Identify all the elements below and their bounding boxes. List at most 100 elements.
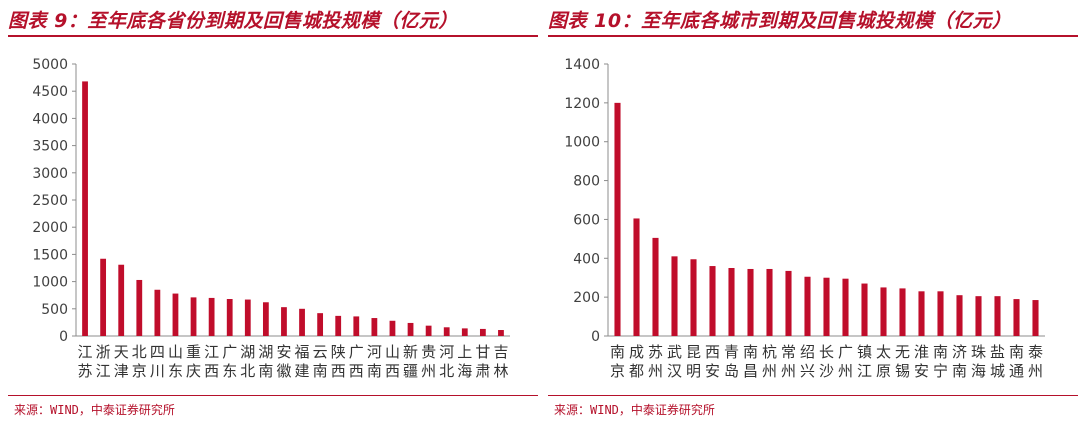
- y-tick-label: 1400: [564, 57, 600, 73]
- bar: [614, 102, 621, 336]
- y-tick-label: 4500: [32, 84, 68, 100]
- x-tick-label: 南: [258, 362, 273, 380]
- x-tick-label: 南: [367, 362, 382, 380]
- x-tick-label: 广: [222, 343, 237, 361]
- x-tick-label: 重: [186, 343, 201, 361]
- x-tick-label: 明: [686, 362, 701, 380]
- bar: [766, 268, 773, 336]
- x-tick-label: 太: [876, 343, 891, 361]
- x-tick-label: 北: [132, 343, 147, 361]
- footer-divider: [548, 395, 1078, 396]
- x-tick-label: 州: [838, 362, 853, 380]
- x-tick-label: 广: [838, 343, 853, 361]
- x-tick-label: 河: [367, 343, 382, 361]
- x-tick-label: 昌: [743, 362, 758, 380]
- x-tick-label: 广: [349, 343, 364, 361]
- y-tick-label: 400: [573, 251, 600, 267]
- x-tick-label: 州: [762, 362, 777, 380]
- bar: [1013, 299, 1020, 336]
- province-bar-chart: 0 500 1000 1500 2000 2500 3000 3500 4000 4500 5000…: [32, 57, 510, 380]
- bar: [1032, 300, 1039, 336]
- x-tick-label: 昆: [686, 343, 701, 361]
- x-tick-label: 上: [457, 343, 472, 361]
- bar: [709, 266, 716, 336]
- bar: [652, 237, 659, 336]
- x-tick-label: 安: [914, 362, 929, 380]
- x-tick-label: 盐: [990, 343, 1005, 361]
- x-tick-label: 湖: [258, 343, 273, 361]
- y-tick-label: 2500: [32, 193, 68, 209]
- y-tick-label: 5000: [32, 57, 68, 73]
- x-tick-label: 南: [933, 343, 948, 361]
- bar: [190, 297, 197, 336]
- x-tick-label: 济: [952, 343, 967, 361]
- x-tick-label: 山: [385, 343, 400, 361]
- chart-source: 来源：WIND，中泰证券研究所: [554, 403, 715, 417]
- x-tick-label: 东: [222, 362, 237, 380]
- y-tick-label: 1000: [32, 275, 68, 291]
- x-tick-label: 青: [724, 343, 739, 361]
- footer-divider: [8, 395, 538, 396]
- x-tick-label: 宁: [933, 362, 948, 380]
- x-tick-label: 长: [819, 343, 834, 361]
- bar: [918, 291, 925, 336]
- x-tick-label: 西: [204, 362, 219, 380]
- x-tick-label: 肃: [475, 362, 490, 380]
- x-tick-label: 西: [705, 343, 720, 361]
- x-tick-label: 徽: [276, 362, 291, 380]
- x-tick-label: 湖: [240, 343, 255, 361]
- x-tick-label: 南: [952, 362, 967, 380]
- x-tick-label: 沙: [819, 362, 834, 380]
- x-tick-label: 南: [743, 343, 758, 361]
- bar: [633, 218, 640, 336]
- x-tick-label: 镇: [857, 343, 872, 361]
- bar: [425, 325, 432, 336]
- chart-title: 图表 9：至年底各省份到期及回售城投规模（亿元）: [8, 10, 458, 32]
- bar: [823, 277, 830, 336]
- x-tick-label: 武: [667, 343, 682, 361]
- x-tick-label: 京: [132, 362, 147, 380]
- y-tick-label: 0: [59, 329, 68, 345]
- x-tick-label: 西: [349, 362, 364, 380]
- x-tick-label: 庆: [186, 362, 201, 380]
- x-tick-label: 浙: [96, 343, 111, 361]
- x-tick-label: 无: [895, 343, 910, 361]
- x-tick-label: 东: [168, 362, 183, 380]
- bar: [226, 299, 233, 336]
- bar: [461, 328, 468, 336]
- x-tick-label: 西: [331, 362, 346, 380]
- x-tick-label: 津: [114, 362, 129, 380]
- x-tick-label: 山: [168, 343, 183, 361]
- x-tick-label: 福: [295, 343, 310, 361]
- chart-title: 图表 10：至年底各城市到期及回售城投规模（亿元）: [548, 10, 1012, 32]
- x-tick-label: 苏: [648, 343, 663, 361]
- x-tick-label: 北: [240, 362, 255, 380]
- y-tick-label: 1500: [32, 247, 68, 263]
- x-tick-label: 海: [457, 362, 472, 380]
- title-divider: [8, 35, 538, 37]
- x-tick-label: 州: [1028, 362, 1043, 380]
- x-tick-label: 新: [403, 343, 418, 361]
- bar: [118, 264, 125, 336]
- bar: [407, 322, 414, 336]
- x-tick-label: 州: [781, 362, 796, 380]
- bar: [172, 293, 179, 336]
- bar: [994, 296, 1001, 336]
- x-tick-label: 甘: [475, 343, 490, 361]
- x-tick-label: 云: [313, 343, 328, 361]
- bar: [899, 288, 906, 336]
- x-tick-label: 绍: [800, 343, 815, 361]
- x-tick-label: 州: [648, 362, 663, 380]
- bar: [100, 258, 107, 336]
- x-tick-label: 通: [1009, 362, 1024, 380]
- title-divider: [548, 35, 1078, 37]
- x-tick-label: 西: [385, 362, 400, 380]
- bar: [82, 81, 88, 336]
- x-tick-label: 江: [96, 362, 111, 380]
- x-tick-label: 江: [857, 362, 872, 380]
- x-tick-label: 安: [705, 362, 720, 380]
- y-tick-label: 800: [573, 174, 600, 190]
- bar: [335, 315, 342, 336]
- bar: [937, 291, 944, 336]
- x-tick-label: 天: [114, 343, 129, 361]
